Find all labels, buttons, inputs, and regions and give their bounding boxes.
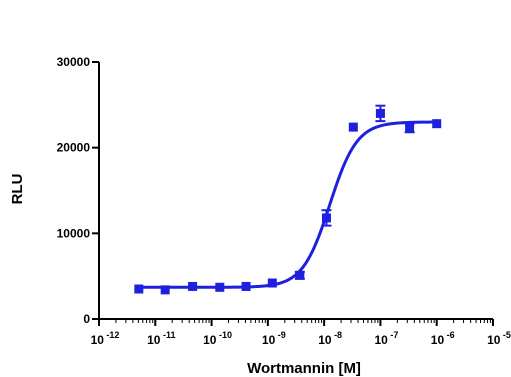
x-ticks: 10 -12 10 -11 10 -10 10 -9 10 -8 10 -7 10 -6 10…: [91, 319, 511, 347]
x-tick-label: 10 -5: [487, 330, 511, 347]
y-ticks: 0 10000 20000 30000: [57, 55, 99, 326]
data-point: [348, 122, 358, 132]
x-axis-title: Wortmannin [M]: [247, 360, 361, 377]
x-tick-label: 10 -10: [203, 330, 232, 347]
y-tick-label: 30000: [57, 55, 91, 69]
y-tick-label: 10000: [57, 226, 91, 240]
data-point: [267, 278, 277, 288]
x-tick-label: 10 -8: [318, 330, 342, 347]
y-tick-label: 20000: [57, 141, 91, 155]
data-point: [432, 119, 442, 129]
x-tick-label: 10 -7: [374, 330, 398, 347]
data-point: [188, 281, 198, 291]
data-point: [241, 281, 251, 291]
data-point: [295, 270, 305, 280]
y-axis-title: RLU: [9, 174, 26, 205]
x-axis: 10 -12 10 -11 10 -10 10 -9 10 -8 10 -7 10 -6 10…: [91, 318, 511, 347]
data-point: [215, 282, 225, 292]
data-point: [321, 213, 331, 223]
data-points: [134, 104, 442, 295]
y-axis: 0 10000 20000 30000: [57, 55, 100, 326]
data-point: [134, 284, 144, 294]
data-point: [160, 285, 170, 295]
x-tick-label: 10 -11: [147, 330, 175, 347]
x-tick-label: 10 -9: [262, 330, 286, 347]
fit-curve: [138, 120, 437, 289]
data-point: [405, 123, 415, 133]
x-tick-label: 10 -12: [91, 330, 120, 347]
x-tick-label: 10 -6: [431, 330, 455, 347]
y-tick-label: 0: [83, 312, 90, 326]
data-point: [375, 108, 385, 118]
